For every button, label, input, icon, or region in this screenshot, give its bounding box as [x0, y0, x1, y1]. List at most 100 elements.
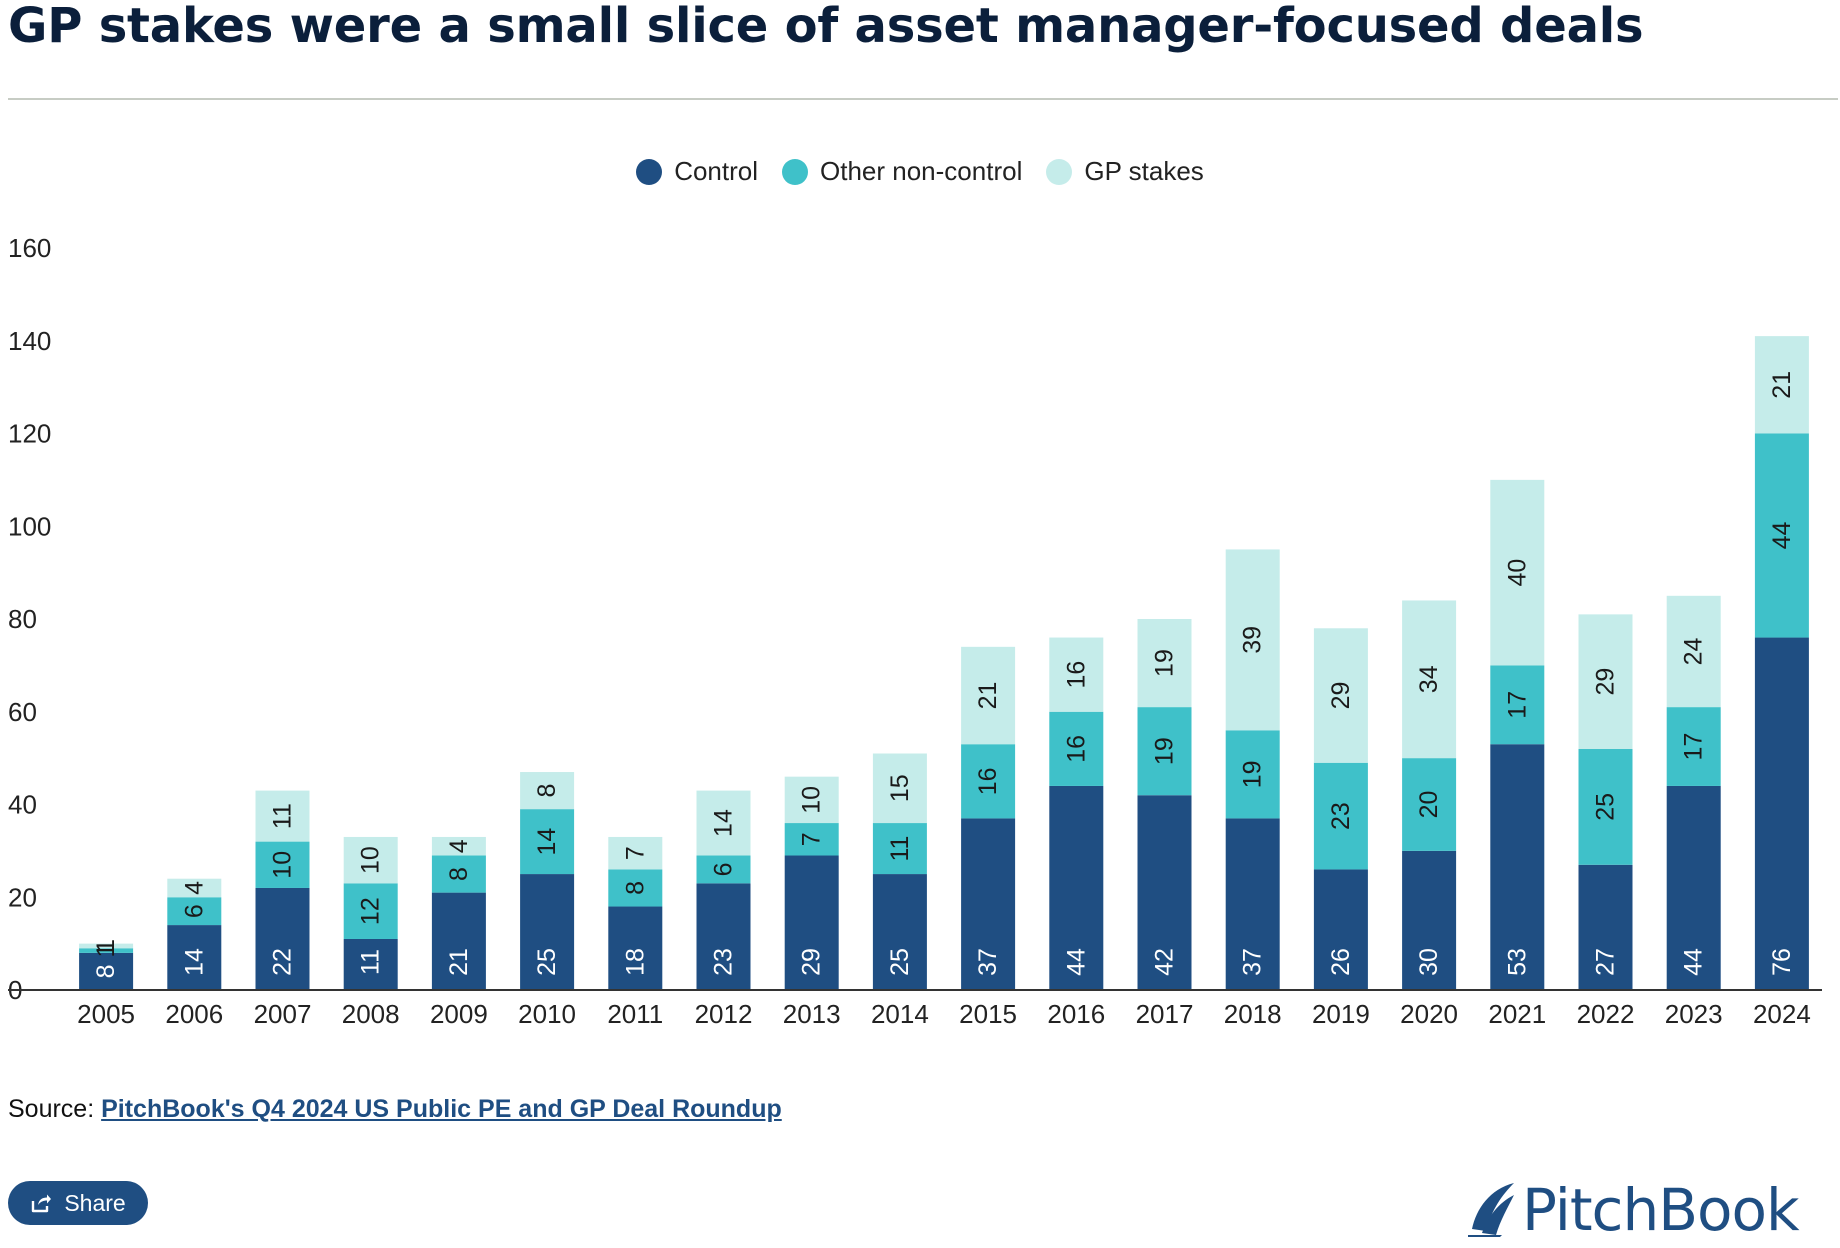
data-label-other-non-control-2010: 14	[533, 828, 561, 856]
bar-other-non-control-2007[interactable]	[255, 841, 310, 888]
data-label-gp-stakes-2009: 4	[445, 839, 473, 853]
bar-other-non-control-2017[interactable]	[1137, 707, 1192, 796]
pitchbook-logo-mark-icon	[1468, 1179, 1518, 1242]
legend-item-control[interactable]: Control	[636, 156, 758, 187]
data-label-gp-stakes-2020: 34	[1415, 665, 1443, 693]
bar-gp-stakes-2012[interactable]	[696, 790, 751, 856]
bar-control-2016[interactable]	[1049, 785, 1104, 990]
bar-gp-stakes-2010[interactable]	[520, 772, 575, 810]
bar-other-non-control-2008[interactable]	[343, 883, 398, 939]
bar-gp-stakes-2020[interactable]	[1402, 600, 1457, 759]
legend-item-other-non-control[interactable]: Other non-control	[782, 156, 1022, 187]
bar-other-non-control-2013[interactable]	[784, 823, 839, 856]
bar-other-non-control-2021[interactable]	[1490, 665, 1545, 745]
bar-other-non-control-2020[interactable]	[1402, 758, 1457, 851]
bar-control-2019[interactable]	[1313, 869, 1368, 990]
bar-control-2024[interactable]	[1754, 637, 1809, 990]
bar-gp-stakes-2013[interactable]	[784, 776, 839, 824]
data-label-other-non-control-2017: 19	[1151, 737, 1179, 765]
data-label-control-2012: 23	[710, 948, 738, 976]
bar-control-2023[interactable]	[1666, 785, 1721, 990]
bar-gp-stakes-2016[interactable]	[1049, 637, 1104, 712]
bar-gp-stakes-2021[interactable]	[1490, 479, 1545, 666]
bar-other-non-control-2012[interactable]	[696, 855, 751, 884]
data-label-control-2006: 14	[180, 948, 208, 976]
bar-other-non-control-2024[interactable]	[1754, 433, 1809, 638]
bar-control-2011[interactable]	[608, 906, 663, 990]
bar-control-2007[interactable]	[255, 887, 310, 990]
data-label-gp-stakes-2021: 40	[1503, 559, 1531, 587]
data-label-gp-stakes-2005: 1	[92, 939, 120, 953]
bar-other-non-control-2010[interactable]	[520, 809, 575, 875]
bar-control-2010[interactable]	[520, 874, 575, 990]
data-label-other-non-control-2019: 23	[1327, 802, 1355, 830]
data-label-other-non-control-2016: 16	[1062, 735, 1090, 763]
bar-gp-stakes-2007[interactable]	[255, 790, 310, 842]
bar-gp-stakes-2017[interactable]	[1137, 619, 1192, 708]
bar-other-non-control-2009[interactable]	[431, 855, 486, 893]
data-label-control-2007: 22	[269, 948, 297, 976]
bar-control-2021[interactable]	[1490, 744, 1545, 990]
legend-item-gp-stakes[interactable]: GP stakes	[1046, 156, 1204, 187]
bar-gp-stakes-2008[interactable]	[343, 836, 398, 884]
data-label-gp-stakes-2018: 39	[1239, 626, 1267, 654]
data-label-other-non-control-2024: 44	[1768, 522, 1796, 550]
legend-swatch-other-non-control	[782, 158, 809, 185]
data-label-gp-stakes-2017: 19	[1151, 649, 1179, 677]
bar-gp-stakes-2014[interactable]	[872, 753, 927, 824]
bar-other-non-control-2006[interactable]	[167, 897, 222, 926]
bar-control-2006[interactable]	[167, 925, 222, 990]
share-button[interactable]: Share	[8, 1181, 148, 1225]
legend-label-gp-stakes: GP stakes	[1084, 156, 1204, 186]
bar-other-non-control-2018[interactable]	[1225, 730, 1280, 819]
bar-other-non-control-2005[interactable]	[79, 948, 134, 953]
bar-control-2018[interactable]	[1225, 818, 1280, 990]
bar-gp-stakes-2023[interactable]	[1666, 595, 1721, 708]
bar-control-2015[interactable]	[961, 818, 1016, 990]
bar-gp-stakes-2024[interactable]	[1754, 336, 1809, 434]
data-label-gp-stakes-2016: 16	[1062, 661, 1090, 689]
bar-gp-stakes-2019[interactable]	[1313, 628, 1368, 763]
data-label-control-2021: 53	[1503, 948, 1531, 976]
bar-control-2009[interactable]	[431, 892, 486, 990]
data-label-other-non-control-2020: 20	[1415, 791, 1443, 819]
data-label-control-2005: 8	[92, 964, 120, 978]
bar-control-2005[interactable]	[79, 952, 134, 990]
bar-control-2022[interactable]	[1578, 864, 1633, 990]
bar-other-non-control-2022[interactable]	[1578, 748, 1633, 865]
bar-control-2020[interactable]	[1402, 850, 1457, 990]
bar-control-2013[interactable]	[784, 855, 839, 990]
bar-other-non-control-2014[interactable]	[872, 823, 927, 875]
data-label-gp-stakes-2011: 7	[621, 846, 649, 860]
data-label-control-2018: 37	[1239, 948, 1267, 976]
bar-gp-stakes-2022[interactable]	[1578, 614, 1633, 749]
bar-other-non-control-2016[interactable]	[1049, 711, 1104, 786]
bar-other-non-control-2023[interactable]	[1666, 707, 1721, 786]
bar-other-non-control-2015[interactable]	[961, 744, 1016, 819]
x-tick-label-2019: 2019	[1312, 999, 1370, 1029]
bar-control-2008[interactable]	[343, 938, 398, 990]
bar-gp-stakes-2015[interactable]	[961, 646, 1016, 745]
data-label-other-non-control-2012: 6	[710, 862, 738, 876]
bar-other-non-control-2019[interactable]	[1313, 762, 1368, 870]
bar-control-2017[interactable]	[1137, 795, 1192, 990]
source-link[interactable]: PitchBook's Q4 2024 US Public PE and GP …	[101, 1095, 782, 1123]
bar-gp-stakes-2009[interactable]	[431, 836, 486, 856]
x-tick-label-2016: 2016	[1047, 999, 1105, 1029]
data-label-gp-stakes-2013: 10	[798, 786, 826, 814]
bar-control-2014[interactable]	[872, 874, 927, 990]
legend-label-control: Control	[674, 156, 759, 186]
bar-gp-stakes-2005[interactable]	[79, 943, 134, 949]
data-label-control-2008: 11	[357, 949, 385, 975]
data-label-gp-stakes-2022: 29	[1592, 668, 1620, 696]
bar-control-2012[interactable]	[696, 883, 751, 990]
data-label-gp-stakes-2010: 8	[533, 784, 561, 798]
x-tick-label-2014: 2014	[871, 999, 929, 1029]
bar-gp-stakes-2018[interactable]	[1225, 549, 1280, 731]
data-label-other-non-control-2005: 1	[92, 944, 120, 958]
bar-gp-stakes-2011[interactable]	[608, 836, 663, 870]
bar-other-non-control-2011[interactable]	[608, 869, 663, 907]
bar-gp-stakes-2006[interactable]	[167, 878, 222, 898]
x-tick-label-2023: 2023	[1665, 999, 1723, 1029]
